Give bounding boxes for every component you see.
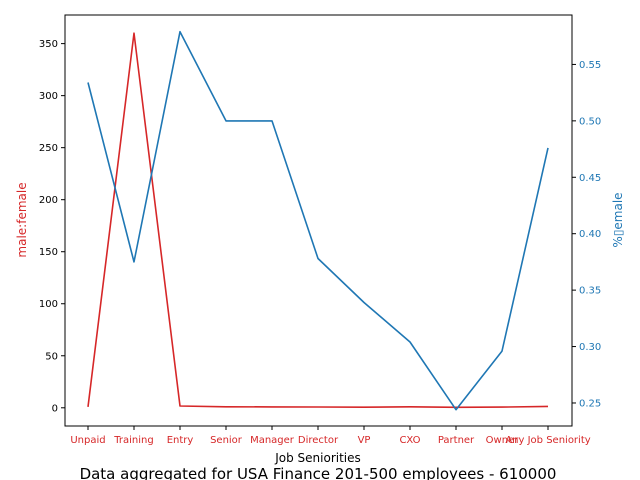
x-tick-label: Entry	[167, 435, 194, 446]
right-tick-label: 0.35	[579, 286, 601, 297]
x-tick-label: Senior	[210, 435, 243, 446]
left-tick-label: 150	[39, 247, 58, 258]
series-layer	[87, 30, 549, 411]
x-tick-label: Any Job Seniority	[505, 435, 590, 446]
left-tick-label: 350	[39, 39, 58, 50]
right-tick-label: 0.45	[579, 173, 601, 184]
x-tick-label: Director	[298, 435, 339, 446]
series-line-left	[87, 32, 549, 409]
left-tick-label: 200	[39, 195, 58, 206]
x-tick-label: CXO	[399, 435, 420, 446]
left-tick-label: 250	[39, 143, 58, 154]
left-tick-label: 100	[39, 299, 58, 310]
right-tick-label: 0.25	[579, 398, 601, 409]
left-tick-label: 50	[45, 351, 58, 362]
chart-title: Data aggregated for USA Finance 201-500 …	[80, 465, 557, 480]
right-tick-label: 0.55	[579, 60, 601, 71]
plot-area	[65, 15, 572, 426]
x-tick-label: Unpaid	[70, 435, 105, 446]
series-line-right	[87, 30, 549, 411]
plot-frame	[64, 14, 573, 427]
right-axis-ticks: 0.25 0.30 0.35 0.40 0.45 0.50 0.55	[572, 60, 601, 409]
right-axis-label: %▯emale	[611, 192, 625, 247]
right-tick-label: 0.30	[579, 342, 601, 353]
left-tick-label: 300	[39, 91, 58, 102]
left-axis-ticks: 0 50 100 150 200 250 300 350	[39, 39, 65, 414]
x-tick-label: Partner	[438, 435, 475, 446]
right-tick-label: 0.40	[579, 229, 601, 240]
x-tick-label: Manager	[250, 435, 295, 446]
x-axis-label: Job Seniorities	[274, 451, 361, 465]
x-tick-label: VP	[358, 435, 371, 446]
right-tick-label: 0.50	[579, 116, 601, 127]
left-tick-label: 0	[52, 403, 58, 414]
x-tick-label: Owner	[486, 435, 520, 446]
x-tick-label: Training	[113, 435, 153, 446]
left-axis-label: male:female	[15, 182, 29, 257]
x-axis-ticks: Unpaid Training Entry Senior Manager Director…	[70, 426, 591, 446]
